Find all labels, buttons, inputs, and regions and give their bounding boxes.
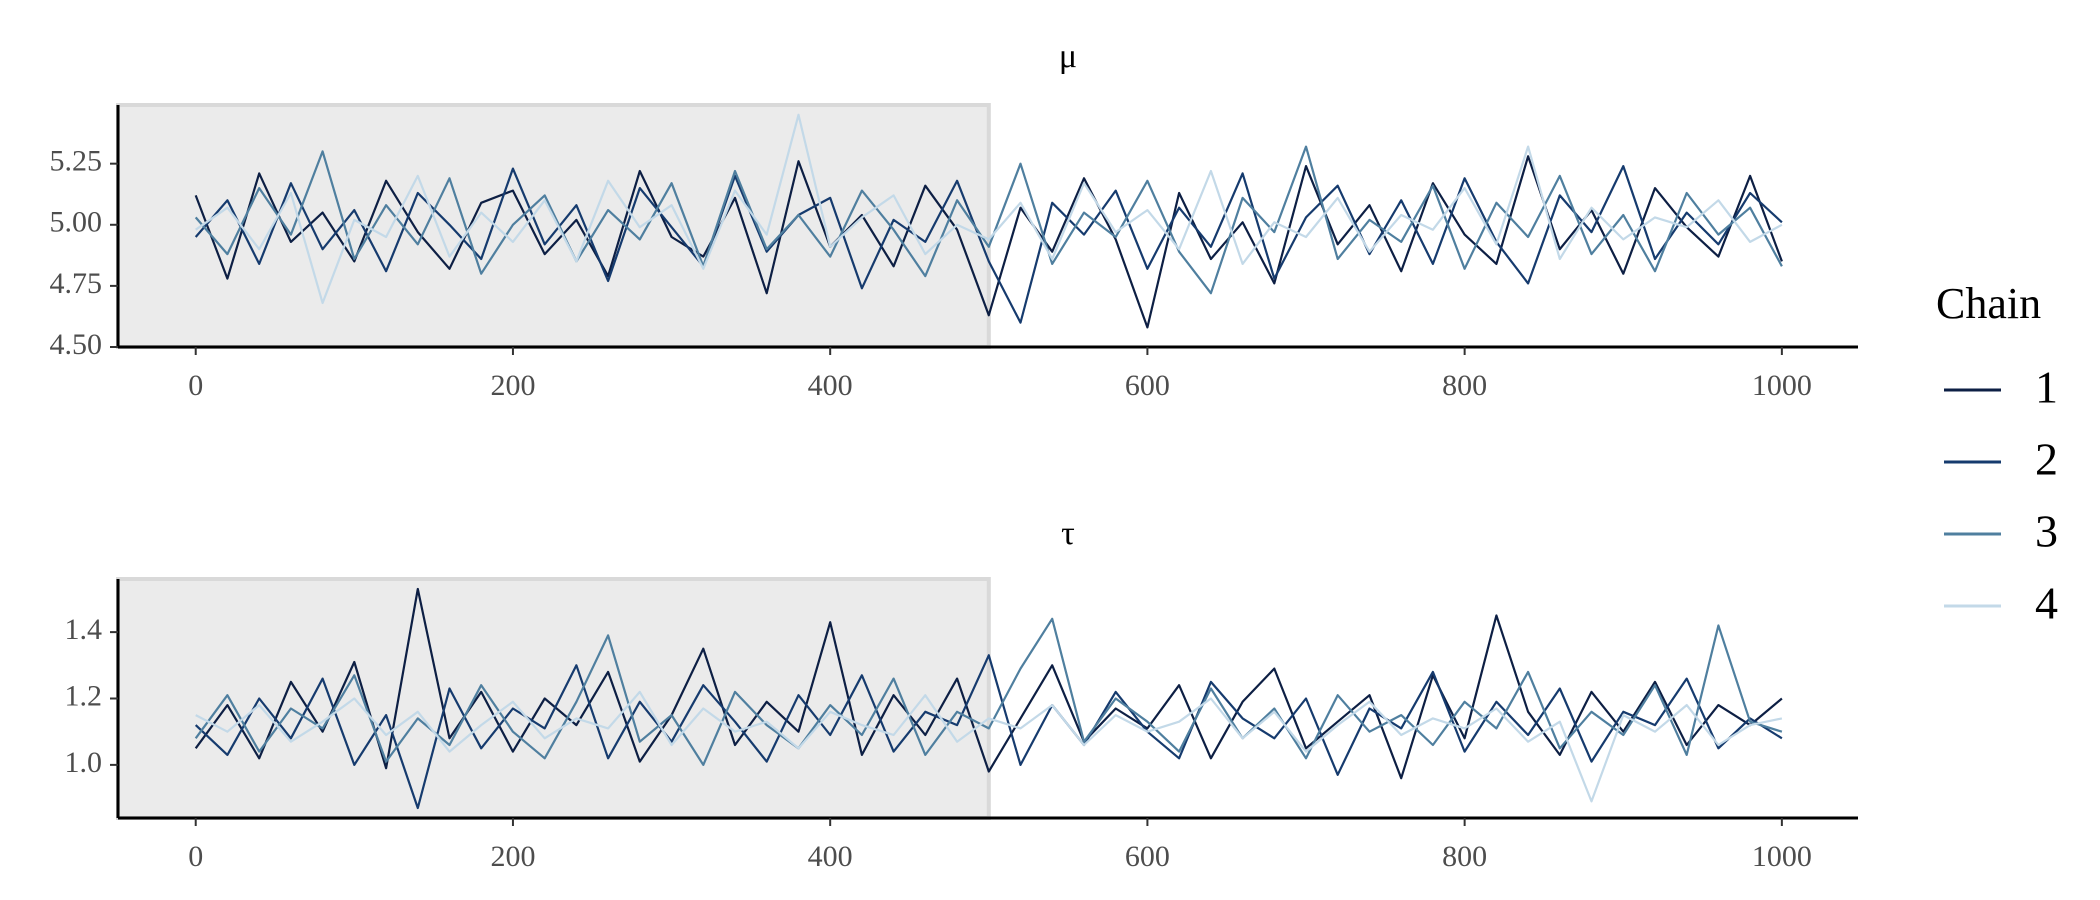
chain-trace	[195, 690, 1783, 803]
x-tick-label: 800	[1442, 840, 1487, 873]
warmup-shade	[116, 103, 991, 349]
x-tick-label: 400	[808, 840, 853, 873]
legend-label: 3	[2035, 506, 2058, 557]
x-tick-label: 1000	[1752, 369, 1812, 402]
x-tick-label: 0	[188, 369, 203, 402]
chain-trace	[194, 654, 1783, 810]
legend-label: 1	[2035, 362, 2058, 413]
chain-trace	[194, 155, 1783, 329]
legend-label: 4	[2035, 578, 2058, 629]
x-tick-label: 0	[188, 840, 203, 873]
y-tick-label: 1.0	[65, 746, 103, 779]
y-tick-label: 1.2	[65, 679, 103, 712]
legend-label: 2	[2035, 434, 2058, 485]
y-tick-label: 5.00	[50, 206, 103, 239]
chain-trace	[194, 617, 1783, 766]
chain-trace	[195, 113, 1783, 305]
x-tick-label: 200	[490, 840, 535, 873]
chain-trace	[194, 145, 1783, 295]
x-tick-label: 800	[1442, 369, 1487, 402]
chain-trace	[194, 165, 1783, 324]
panel-title: τ	[1061, 515, 1075, 552]
x-tick-label: 200	[490, 369, 535, 402]
x-tick-label: 600	[1125, 840, 1170, 873]
x-tick-label: 1000	[1752, 840, 1812, 873]
panel-title: μ	[1059, 38, 1077, 75]
warmup-shade	[116, 577, 991, 820]
y-tick-label: 5.25	[50, 145, 103, 178]
legend-title: Chain	[1936, 279, 2041, 328]
x-tick-label: 400	[808, 369, 853, 402]
y-tick-label: 1.4	[65, 613, 103, 646]
y-tick-label: 4.75	[50, 267, 103, 300]
x-tick-label: 600	[1125, 369, 1170, 402]
y-tick-label: 4.50	[50, 328, 103, 361]
